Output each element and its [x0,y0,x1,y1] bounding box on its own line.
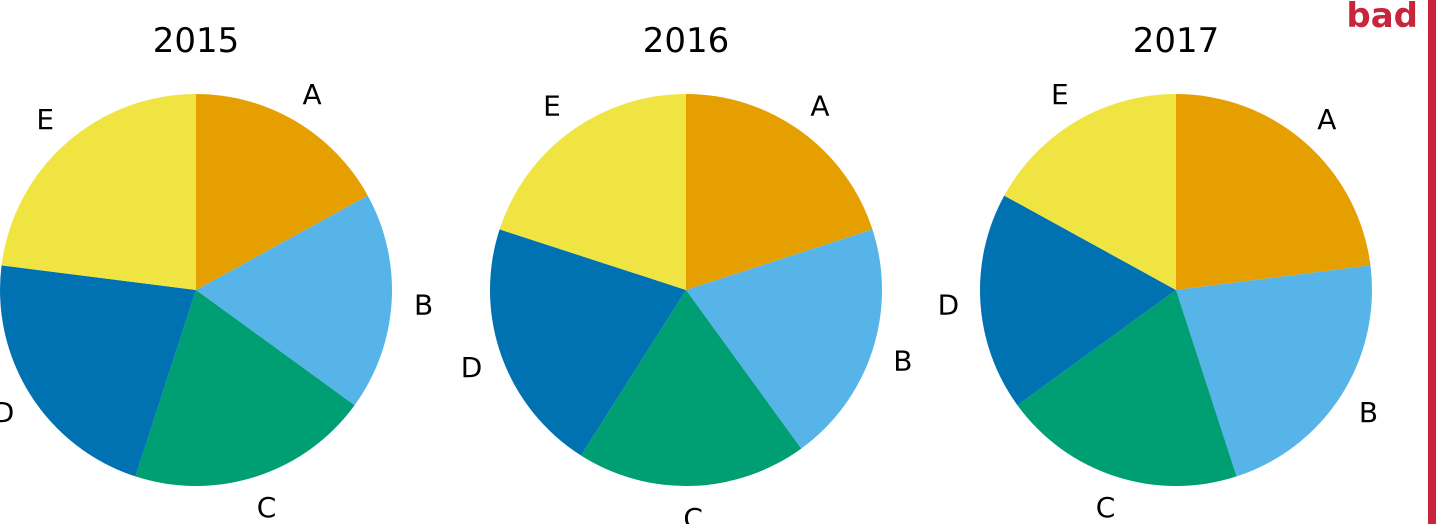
slice-label-D: D [938,288,960,321]
pie-2015: 2015 A B C D E [0,21,433,524]
slice-label-B: B [893,345,912,378]
pie-slice-C [135,290,355,487]
pie-slice-C [1017,290,1237,487]
slice-label-E: E [36,103,54,136]
slice-label-C: C [257,491,277,524]
pie-slice-A [196,94,368,290]
pie-slice-B [1176,265,1372,477]
pie-2017: 2017 A B C D E [938,21,1378,524]
slice-label-B: B [414,288,433,321]
slice-label-E: E [543,90,561,123]
slice-label-A: A [303,78,322,111]
slice-label-C: C [683,502,703,524]
pie-slice-A [1176,94,1371,290]
pie-slice-E [499,93,686,290]
slice-label-A: A [1317,103,1336,136]
bad-indicator-bar [1428,0,1436,524]
slice-label-E: E [1051,78,1069,111]
bad-badge: bad [1346,0,1418,36]
pie-slice-D [979,195,1176,406]
slice-label-D: D [0,396,14,429]
pie-slice-D [489,229,686,456]
slice-label-C: C [1096,491,1116,524]
pie-slice-A [686,94,873,290]
pie-2016: 2016 A B C D E [461,21,913,524]
pie-slice-C [580,290,802,487]
pie-slice-E [1,94,196,290]
pie-slice-B [686,229,883,449]
slice-label-D: D [461,351,483,384]
pie-title: 2016 [643,21,730,61]
pie-title: 2015 [153,21,240,61]
pie-slice-B [196,195,393,406]
pie-slice-D [0,265,196,477]
pie-slice-E [1004,94,1176,290]
pie-title: 2017 [1133,21,1220,61]
slice-label-A: A [810,90,829,123]
slice-label-B: B [1359,396,1378,429]
